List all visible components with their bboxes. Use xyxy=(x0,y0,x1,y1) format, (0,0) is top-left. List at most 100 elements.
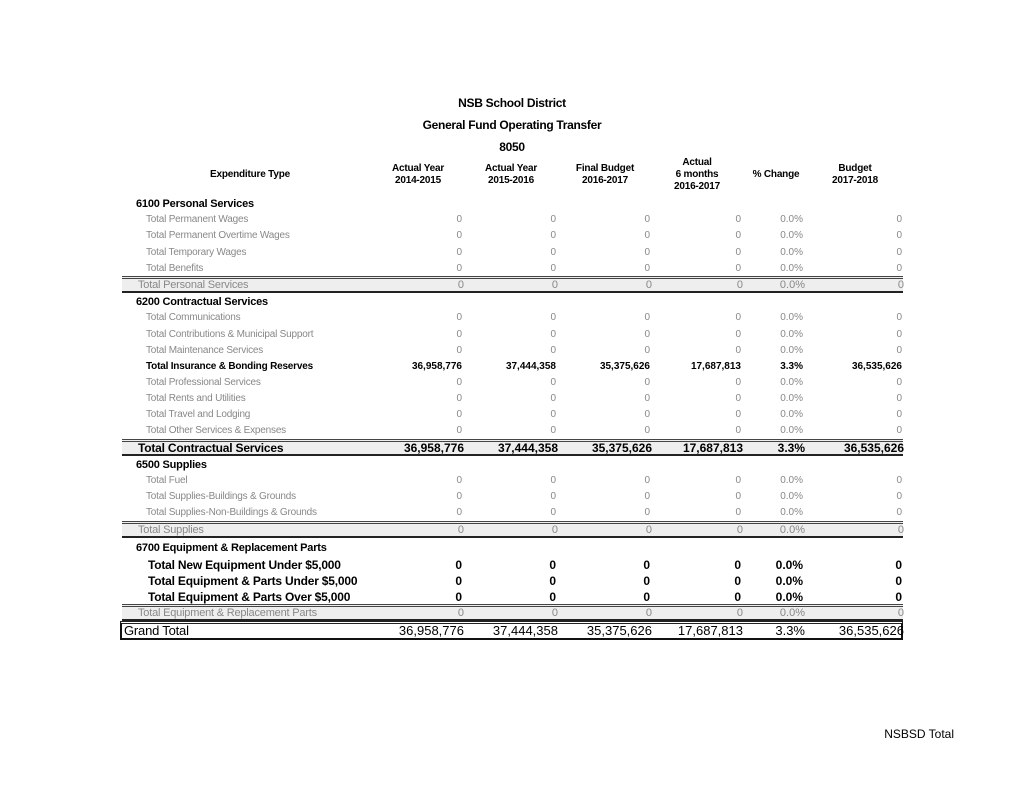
sub-row: Total Equipment & Replacement Parts 0 0 0 0 0… xyxy=(122,604,904,621)
cell-value: 0 xyxy=(897,279,904,291)
cell-value: 0 xyxy=(550,345,556,356)
cell-value: 0 xyxy=(551,279,558,291)
cell-value: 0 xyxy=(550,425,556,436)
cell-value: 0 xyxy=(643,574,650,588)
column-header-line: Budget xyxy=(838,163,872,174)
section-row: 6100 Personal Services xyxy=(120,196,903,212)
column-header-line: Actual Year xyxy=(391,163,445,174)
table-row: Total Supplies-Non-Buildings & Grounds 0 0… xyxy=(120,505,903,521)
sub-row: Total Supplies 0 0 0 0 0.0% 0 xyxy=(122,521,904,538)
cell-value: 0 xyxy=(456,263,462,274)
cell-value: 0 xyxy=(895,558,902,572)
cell-value: 0.0% xyxy=(780,230,803,241)
header-expenditure-type: Expenditure Type xyxy=(210,169,290,180)
cell-value: 0 xyxy=(644,329,650,340)
table-row: Total Equipment & Parts Over $5,000 0 0 0 0 0… xyxy=(120,589,903,605)
cell-value: 36,535,626 xyxy=(843,441,904,455)
cell-value: 0.0% xyxy=(780,475,803,486)
cell-value: 36,535,626 xyxy=(838,623,904,638)
cell-value: 36,958,776 xyxy=(398,623,464,638)
cell-value: 0 xyxy=(550,312,556,323)
column-header-line: 2015-2016 xyxy=(487,175,535,186)
cell-value: 0 xyxy=(550,214,556,225)
cell-value: 3.3% xyxy=(777,441,805,455)
cell-value: 0 xyxy=(456,393,462,404)
row-label: Total Permanent Overtime Wages xyxy=(146,230,290,241)
cell-value: 0.0% xyxy=(780,491,803,502)
cell-value: 0.0% xyxy=(779,524,805,536)
cell-value: 0 xyxy=(456,329,462,340)
cell-value: 0.0% xyxy=(780,312,803,323)
row-label: Total Other Services & Expenses xyxy=(146,425,286,436)
row-label: Total Equipment & Parts Under $5,000 xyxy=(148,574,358,588)
sub subbold-row: Total Contractual Services 36,958,776 37,4… xyxy=(122,439,904,456)
row-label: Total Permanent Wages xyxy=(146,214,249,225)
cell-value: 0 xyxy=(896,312,902,323)
row-label: Total Maintenance Services xyxy=(146,345,264,356)
cell-value: 0 xyxy=(551,607,558,619)
table-row: Total Supplies-Buildings & Grounds 0 0 0 0 0.… xyxy=(120,489,903,505)
cell-value: 0.0% xyxy=(780,263,803,274)
column-header-line: 2016-2017 xyxy=(581,175,629,186)
cell-value: 0 xyxy=(896,377,902,388)
cell-value: 0 xyxy=(644,247,650,258)
row-label: Total Insurance & Bonding Reserves xyxy=(146,361,313,372)
row-label: 6500 Supplies xyxy=(136,459,207,471)
row-label: Total Communications xyxy=(146,312,241,323)
cell-value: 0.0% xyxy=(780,377,803,388)
cell-value: 0 xyxy=(734,590,741,604)
cell-value: 0 xyxy=(735,377,741,388)
cell-value: 0 xyxy=(896,491,902,502)
cell-value: 0 xyxy=(644,425,650,436)
cell-value: 0 xyxy=(457,607,464,619)
row-label: Total Equipment & Replacement Parts xyxy=(138,607,317,619)
cell-value: 0 xyxy=(456,230,462,241)
cell-value: 0 xyxy=(896,409,902,420)
cell-value: 0 xyxy=(736,524,743,536)
cell-value: 0 xyxy=(735,425,741,436)
cell-value: 0 xyxy=(456,425,462,436)
cell-value: 0 xyxy=(644,409,650,420)
cell-value: 35,375,626 xyxy=(586,623,652,638)
cell-value: 0.0% xyxy=(775,558,803,572)
cell-value: 0 xyxy=(735,312,741,323)
cell-value: 0.0% xyxy=(780,345,803,356)
cell-value: 0.0% xyxy=(779,607,805,619)
cell-value: 3.3% xyxy=(775,623,805,638)
section-row: 6500 Supplies xyxy=(120,457,903,473)
cell-value: 0 xyxy=(550,393,556,404)
cell-value: 0 xyxy=(896,247,902,258)
cell-value: 0 xyxy=(735,263,741,274)
row-label: Total Supplies-Non-Buildings & Grounds xyxy=(146,507,317,518)
column-header-line: 2016-2017 xyxy=(673,181,721,192)
cell-value: 0 xyxy=(644,393,650,404)
table-row: Total Equipment & Parts Under $5,000 0 0 0 0… xyxy=(120,573,903,589)
cell-value: 0 xyxy=(644,214,650,225)
cell-value: 37,444,358 xyxy=(492,623,558,638)
cell-value: 36,958,776 xyxy=(411,361,462,372)
cell-value: 0 xyxy=(456,247,462,258)
row-label: Grand Total xyxy=(124,623,189,638)
cell-value: 35,375,626 xyxy=(599,361,650,372)
cell-value: 0.0% xyxy=(780,409,803,420)
cell-value: 0 xyxy=(897,607,904,619)
cell-value: 0 xyxy=(549,558,556,572)
cell-value: 0 xyxy=(735,230,741,241)
row-label: Total Equipment & Parts Over $5,000 xyxy=(148,590,351,604)
row-label: Total New Equipment Under $5,000 xyxy=(148,558,341,572)
cell-value: 0.0% xyxy=(780,247,803,258)
cell-value: 0 xyxy=(643,590,650,604)
cell-value: 0 xyxy=(896,263,902,274)
cell-value: 0 xyxy=(455,590,462,604)
cell-value: 0 xyxy=(550,409,556,420)
cell-value: 0 xyxy=(896,393,902,404)
cell-value: 0 xyxy=(644,377,650,388)
column-header-line: Actual xyxy=(682,157,712,168)
cell-value: 0.0% xyxy=(780,507,803,518)
cell-value: 0 xyxy=(550,230,556,241)
column-header: Actual 6 months 2016-2017 xyxy=(647,157,747,193)
row-label: Total Personal Services xyxy=(138,279,249,291)
cell-value: 0 xyxy=(550,491,556,502)
cell-value: 37,444,358 xyxy=(497,441,558,455)
cell-value: 0 xyxy=(457,524,464,536)
